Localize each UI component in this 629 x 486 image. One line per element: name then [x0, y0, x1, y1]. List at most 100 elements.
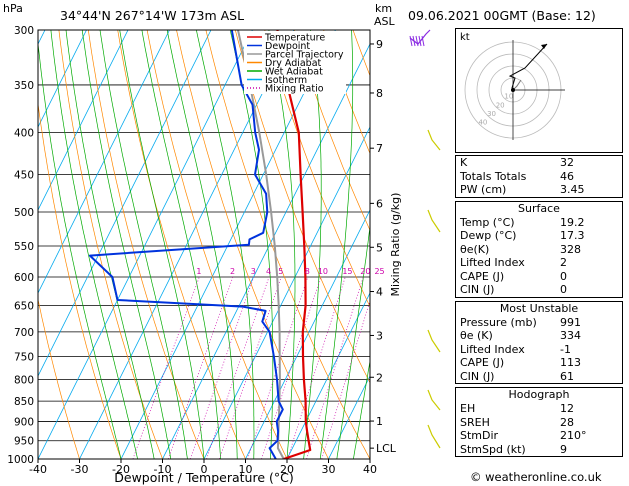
- legend-label: Dewpoint: [265, 41, 310, 52]
- wet-adiabat-line: [166, 30, 238, 459]
- pressure-tick-label: 800: [14, 374, 34, 386]
- wet-adiabat-line: [50, 30, 138, 459]
- x-axis-label: Dewpoint / Temperature (°C): [114, 470, 293, 485]
- mixing-ratio-label: 5: [278, 267, 283, 276]
- index-value: 0: [560, 283, 567, 296]
- km-tick-label: 4: [376, 286, 383, 299]
- index-value: 210°: [560, 429, 587, 442]
- pressure-tick-label: 650: [14, 301, 34, 313]
- dry-adiabat-line: [205, 30, 370, 459]
- pressure-tick-label: 700: [14, 327, 34, 339]
- pressure-tick-label: 400: [14, 128, 34, 140]
- mixing-ratio-line: [168, 276, 234, 459]
- pressure-tick-label: 450: [14, 169, 34, 181]
- x-tick-label: -30: [71, 463, 89, 476]
- wind-barb: [427, 129, 441, 151]
- index-label: CIN (J): [460, 369, 495, 383]
- mixing-ratio-axis-label: Mixing Ratio (g/kg): [389, 193, 402, 297]
- index-label: EH: [460, 402, 476, 415]
- pressure-tick-label: 900: [14, 416, 34, 428]
- index-value: 9: [560, 442, 567, 456]
- index-value: 19.2: [560, 215, 585, 229]
- wet-adiabat-line: [81, 30, 172, 459]
- legend-label: Mixing Ratio: [265, 84, 324, 95]
- wet-adiabat-line: [38, 40, 122, 459]
- wind-barb: [427, 389, 441, 411]
- km-tick-label: 5: [376, 241, 383, 254]
- dry-adiabat-line: [323, 30, 370, 155]
- km-tick-label: 9: [376, 38, 383, 51]
- km-label: km: [375, 2, 393, 15]
- dry-adiabat-line: [38, 297, 80, 459]
- mixing-ratio-line: [190, 276, 255, 459]
- hodograph-box: Hodograph EH 12 SREH 28 StmDir 210° StmSpd …: [455, 387, 623, 457]
- dry-adiabat-line: [117, 30, 246, 459]
- mixing-ratio-label: 4: [266, 267, 271, 276]
- dry-adiabat-line: [38, 101, 122, 459]
- index-label: SREH: [460, 415, 490, 429]
- pressure-tick-label: 950: [14, 436, 34, 448]
- wet-adiabat-line: [119, 30, 205, 459]
- dry-adiabat-line: [58, 30, 163, 459]
- index-label: CIN (J): [460, 283, 495, 296]
- index-value: 61: [560, 369, 574, 383]
- wind-barb: [427, 329, 441, 353]
- mixing-ratio-label: 10: [318, 267, 328, 276]
- index-label: Lifted Index: [460, 342, 525, 356]
- index-row: CIN (J) 0: [456, 283, 622, 297]
- x-tick-label: -10: [154, 463, 172, 476]
- x-tick-label: -20: [112, 463, 130, 476]
- index-label: Dewp (°C): [460, 229, 517, 242]
- dry-adiabat-line: [293, 30, 370, 232]
- km-tick-label: 2: [376, 371, 383, 384]
- mixing-ratio-label: 15: [342, 267, 352, 276]
- index-row: StmDir 210°: [456, 429, 622, 443]
- legend-label: Parcel Trajectory: [265, 50, 344, 61]
- index-value: 334: [560, 329, 581, 342]
- index-row: K 32: [456, 156, 622, 170]
- most-unstable-box: Most Unstable Pressure (mb) 991 θe (K) 334…: [455, 300, 623, 384]
- hodograph-ring-label: 30: [487, 110, 496, 118]
- isotherm-line: [286, 292, 370, 459]
- index-value: 32: [560, 156, 574, 169]
- x-tick-label: -40: [29, 463, 47, 476]
- legend-label: Temperature: [264, 33, 325, 44]
- wind-barb-flag: [421, 35, 425, 47]
- legend-label: Dry Adiabat: [265, 58, 322, 69]
- asl-label: ASL: [374, 15, 395, 28]
- wet-adiabat-line: [99, 30, 188, 459]
- index-value: 3.45: [560, 183, 585, 196]
- index-row: PW (cm) 3.45: [456, 183, 622, 197]
- copyright[interactable]: © weatheronline.co.uk: [470, 470, 602, 484]
- isotherm-line: [38, 30, 87, 128]
- km-tick-label: 7: [376, 142, 383, 155]
- index-value: 12: [560, 402, 574, 415]
- wind-barb-flag: [412, 35, 416, 47]
- isotherm-line: [203, 126, 370, 459]
- x-tick-label: 20: [280, 463, 294, 476]
- index-row: Dewp (°C) 17.3: [456, 229, 622, 243]
- pressure-tick-label: 550: [14, 241, 34, 253]
- hodograph-kt-label: kt: [460, 32, 470, 43]
- index-value: 113: [560, 356, 581, 369]
- isotherm-line: [328, 375, 370, 459]
- index-label: θe(K): [460, 242, 490, 256]
- index-row: CAPE (J) 113: [456, 356, 622, 370]
- index-row: CIN (J) 61: [456, 370, 622, 384]
- legend-label: Isotherm: [265, 75, 307, 86]
- wind-barb-flag: [415, 35, 419, 47]
- indices-top-box: K 32 Totals Totals 46 PW (cm) 3.45: [455, 155, 623, 198]
- dry-adiabat-line: [87, 30, 205, 459]
- wind-barb-flag: [409, 35, 413, 47]
- mixing-ratio-line: [132, 276, 200, 459]
- x-tick-label: 10: [239, 463, 253, 476]
- km-tick-label: 6: [376, 197, 383, 210]
- index-row: Lifted Index -1: [456, 343, 622, 357]
- index-value: 17.3: [560, 229, 585, 242]
- wet-adiabat-line: [141, 30, 221, 459]
- mixing-ratio-line: [287, 276, 346, 459]
- pressure-tick-label: 750: [14, 351, 34, 363]
- index-row: CAPE (J) 0: [456, 270, 622, 284]
